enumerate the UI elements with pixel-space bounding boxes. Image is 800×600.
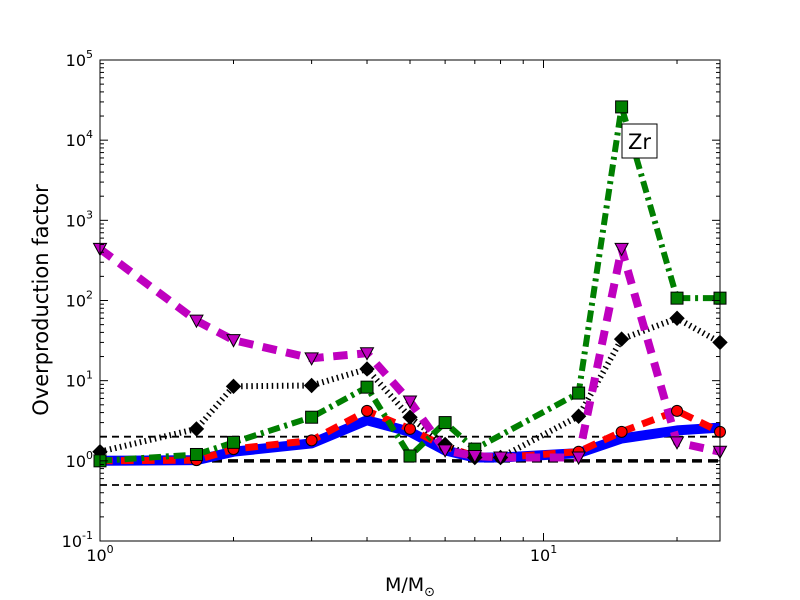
series-4-marker xyxy=(571,451,586,466)
series-4-marker xyxy=(189,314,204,329)
series-2-marker xyxy=(225,378,242,395)
series-2-marker xyxy=(188,421,205,437)
x-axis-label: M/M⊙ xyxy=(385,574,435,600)
y-axis-label: Overproduction factor xyxy=(29,184,53,416)
series-3-marker xyxy=(615,100,629,114)
series-1-marker xyxy=(615,425,628,438)
series-4-marker xyxy=(402,395,418,410)
series-2-marker xyxy=(359,361,375,377)
series-4-marker xyxy=(493,451,508,466)
series-1-marker xyxy=(361,404,374,417)
y-tick-label: 105 xyxy=(66,48,93,70)
series-3-marker xyxy=(227,435,241,449)
series-2-marker xyxy=(613,331,630,347)
series-4-marker xyxy=(437,444,453,458)
y-tick-label: 100 xyxy=(66,449,93,471)
annotation-box: Zr xyxy=(621,123,658,159)
series-4-marker xyxy=(226,334,241,348)
annotation-label: Zr xyxy=(628,130,651,154)
y-tick-label: 10-1 xyxy=(62,529,93,551)
y-tick-label: 103 xyxy=(66,208,93,230)
x-tick-label: 101 xyxy=(530,543,557,565)
series-1-marker xyxy=(305,434,318,447)
series-1-marker xyxy=(404,422,416,435)
series-4-marker xyxy=(669,436,685,450)
series-4-marker xyxy=(614,242,629,257)
series-1-marker xyxy=(671,404,684,417)
series-2-marker xyxy=(570,408,587,424)
series-2-marker xyxy=(669,310,685,326)
series-3-marker xyxy=(670,291,684,305)
series-4-marker xyxy=(359,347,375,361)
series-3-marker xyxy=(360,380,374,394)
series-3-marker xyxy=(438,416,452,430)
series-4-marker xyxy=(304,352,319,366)
series-3-marker xyxy=(403,449,417,463)
series-3-marker xyxy=(305,410,319,424)
y-tick-label: 101 xyxy=(66,369,93,391)
series-3-marker xyxy=(572,386,586,400)
y-tick-label: 104 xyxy=(66,128,93,150)
series-3-marker xyxy=(189,447,203,461)
series-4-marker xyxy=(467,449,483,464)
series-2-marker xyxy=(303,377,320,394)
y-tick-label: 102 xyxy=(66,289,93,311)
series-2-marker xyxy=(402,409,418,425)
x-tick-label: 100 xyxy=(86,543,113,565)
